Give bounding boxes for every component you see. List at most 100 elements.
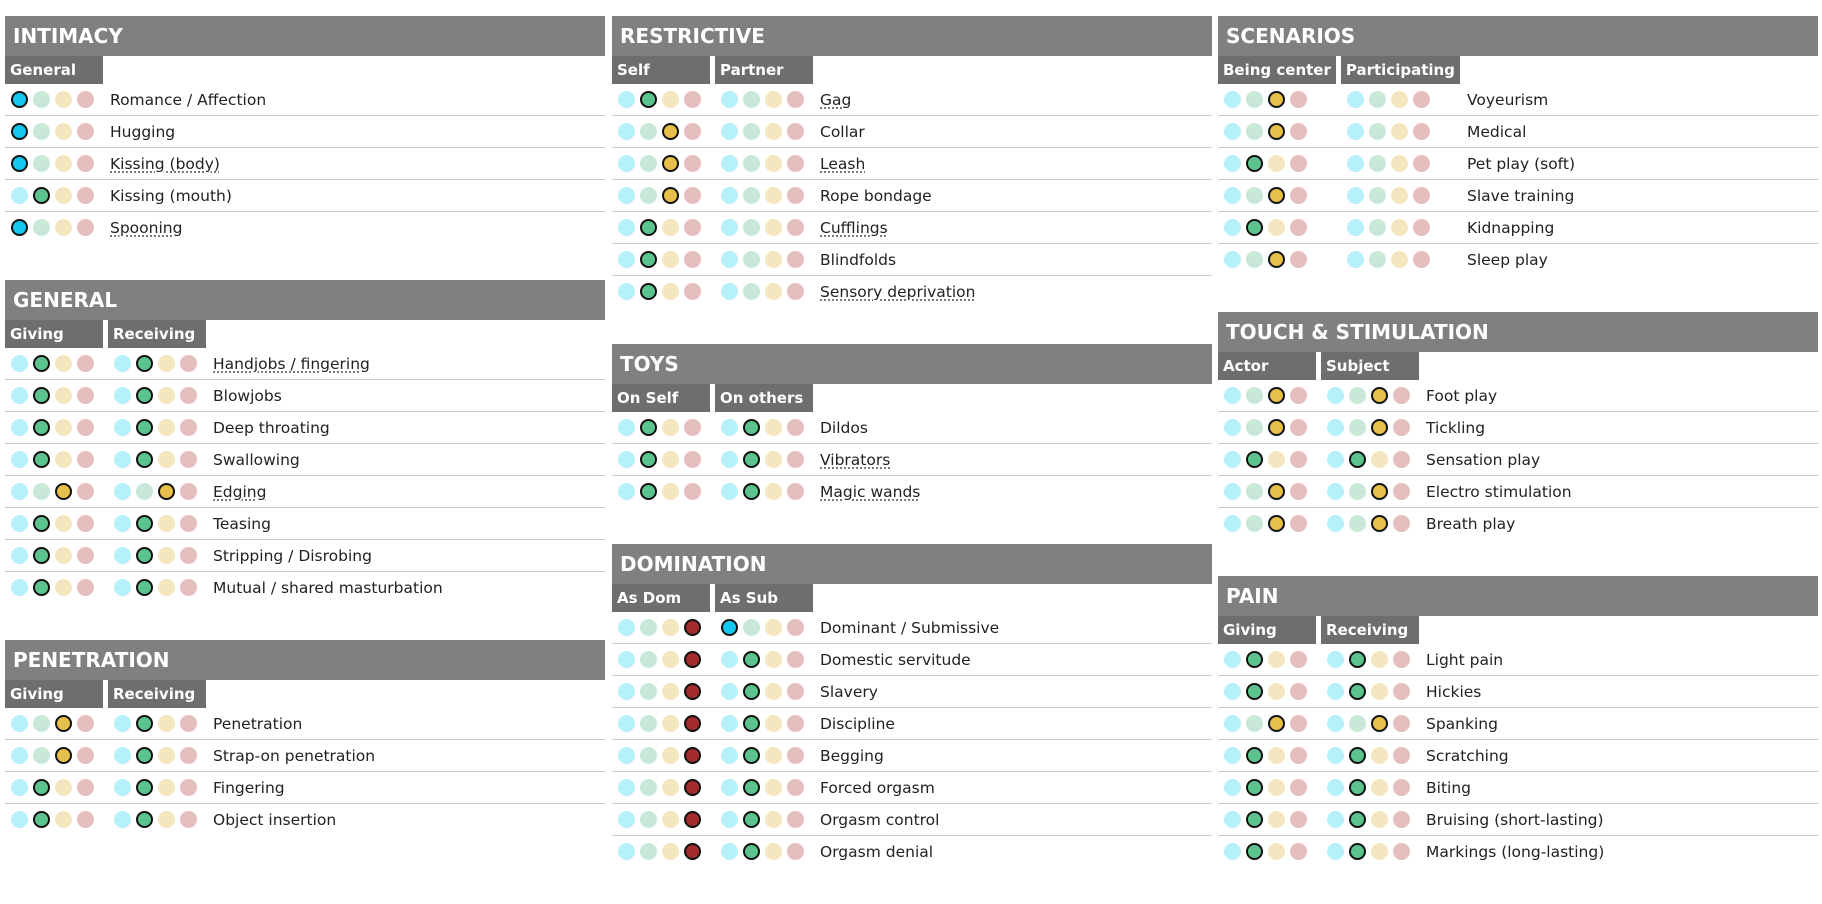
choice-circle[interactable]	[765, 451, 782, 468]
choice-circle[interactable]	[618, 651, 635, 668]
choice-circle[interactable]	[787, 283, 804, 300]
choice-circle[interactable]	[684, 843, 701, 860]
choice-circle[interactable]	[1268, 811, 1285, 828]
choice-circle[interactable]	[721, 779, 738, 796]
choice-circle[interactable]	[1347, 219, 1364, 236]
choice-circle[interactable]	[1393, 683, 1410, 700]
choice-circle[interactable]	[1393, 515, 1410, 532]
choice-circle[interactable]	[721, 451, 738, 468]
choice-circle[interactable]	[158, 355, 175, 372]
choice-circle[interactable]	[787, 619, 804, 636]
choice-circle[interactable]	[1290, 779, 1307, 796]
choice-circle[interactable]	[1391, 155, 1408, 172]
choice-circle[interactable]	[787, 123, 804, 140]
choice-circle[interactable]	[1290, 219, 1307, 236]
choice-circle[interactable]	[33, 123, 50, 140]
choice-circle[interactable]	[684, 419, 701, 436]
choice-circle[interactable]	[77, 715, 94, 732]
choice-circle[interactable]	[1268, 683, 1285, 700]
choice-circle[interactable]	[1371, 419, 1388, 436]
choice-circle[interactable]	[721, 219, 738, 236]
choice-circle[interactable]	[1393, 419, 1410, 436]
choice-circle[interactable]	[640, 219, 657, 236]
choice-circle[interactable]	[1327, 683, 1344, 700]
choice-circle[interactable]	[1224, 715, 1241, 732]
choice-circle[interactable]	[640, 251, 657, 268]
item-label[interactable]: Cufflings	[820, 218, 888, 237]
choice-circle[interactable]	[77, 515, 94, 532]
choice-circle[interactable]	[787, 187, 804, 204]
choice-circle[interactable]	[1224, 451, 1241, 468]
choice-circle[interactable]	[1246, 683, 1263, 700]
choice-circle[interactable]	[1290, 91, 1307, 108]
choice-circle[interactable]	[1246, 387, 1263, 404]
choice-circle[interactable]	[684, 683, 701, 700]
choice-circle[interactable]	[114, 515, 131, 532]
choice-circle[interactable]	[1371, 715, 1388, 732]
choice-circle[interactable]	[33, 355, 50, 372]
choice-circle[interactable]	[1371, 779, 1388, 796]
choice-circle[interactable]	[662, 123, 679, 140]
choice-circle[interactable]	[33, 187, 50, 204]
choice-circle[interactable]	[55, 483, 72, 500]
choice-circle[interactable]	[1246, 651, 1263, 668]
choice-circle[interactable]	[1268, 515, 1285, 532]
choice-circle[interactable]	[1371, 683, 1388, 700]
choice-circle[interactable]	[1224, 483, 1241, 500]
choice-circle[interactable]	[662, 251, 679, 268]
choice-circle[interactable]	[77, 355, 94, 372]
choice-circle[interactable]	[180, 451, 197, 468]
choice-circle[interactable]	[1290, 683, 1307, 700]
choice-circle[interactable]	[787, 451, 804, 468]
choice-circle[interactable]	[1246, 811, 1263, 828]
choice-circle[interactable]	[787, 843, 804, 860]
choice-circle[interactable]	[11, 715, 28, 732]
choice-circle[interactable]	[662, 747, 679, 764]
choice-circle[interactable]	[1224, 683, 1241, 700]
choice-circle[interactable]	[1327, 651, 1344, 668]
choice-circle[interactable]	[1369, 251, 1386, 268]
choice-circle[interactable]	[136, 483, 153, 500]
choice-circle[interactable]	[662, 811, 679, 828]
choice-circle[interactable]	[1290, 747, 1307, 764]
choice-circle[interactable]	[1327, 419, 1344, 436]
choice-circle[interactable]	[721, 483, 738, 500]
choice-circle[interactable]	[1347, 123, 1364, 140]
choice-circle[interactable]	[721, 91, 738, 108]
choice-circle[interactable]	[743, 219, 760, 236]
choice-circle[interactable]	[684, 155, 701, 172]
choice-circle[interactable]	[684, 715, 701, 732]
choice-circle[interactable]	[1349, 715, 1366, 732]
choice-circle[interactable]	[77, 451, 94, 468]
choice-circle[interactable]	[136, 419, 153, 436]
choice-circle[interactable]	[1246, 187, 1263, 204]
choice-circle[interactable]	[33, 779, 50, 796]
choice-circle[interactable]	[33, 219, 50, 236]
choice-circle[interactable]	[743, 283, 760, 300]
choice-circle[interactable]	[77, 219, 94, 236]
choice-circle[interactable]	[1349, 483, 1366, 500]
choice-circle[interactable]	[640, 123, 657, 140]
choice-circle[interactable]	[1246, 451, 1263, 468]
choice-circle[interactable]	[1413, 155, 1430, 172]
choice-circle[interactable]	[33, 387, 50, 404]
choice-circle[interactable]	[1290, 715, 1307, 732]
choice-circle[interactable]	[1290, 451, 1307, 468]
choice-circle[interactable]	[765, 747, 782, 764]
choice-circle[interactable]	[618, 843, 635, 860]
choice-circle[interactable]	[1371, 387, 1388, 404]
choice-circle[interactable]	[1413, 123, 1430, 140]
choice-circle[interactable]	[158, 451, 175, 468]
choice-circle[interactable]	[743, 683, 760, 700]
choice-circle[interactable]	[33, 515, 50, 532]
choice-circle[interactable]	[11, 155, 28, 172]
item-label[interactable]: Spooning	[110, 218, 183, 237]
choice-circle[interactable]	[618, 779, 635, 796]
choice-circle[interactable]	[662, 219, 679, 236]
choice-circle[interactable]	[1268, 483, 1285, 500]
choice-circle[interactable]	[33, 747, 50, 764]
choice-circle[interactable]	[33, 547, 50, 564]
choice-circle[interactable]	[765, 651, 782, 668]
choice-circle[interactable]	[136, 747, 153, 764]
choice-circle[interactable]	[765, 187, 782, 204]
